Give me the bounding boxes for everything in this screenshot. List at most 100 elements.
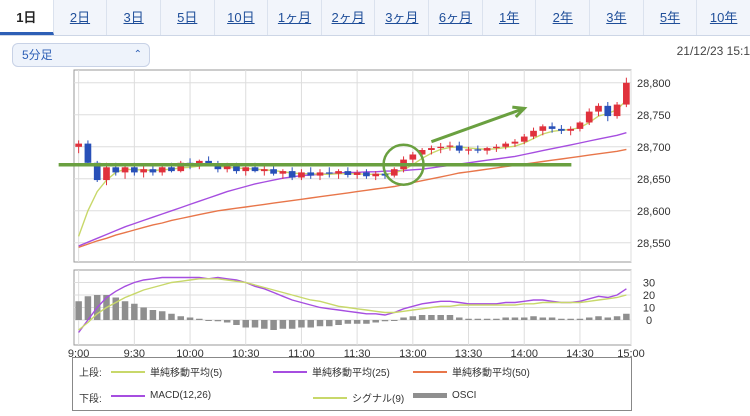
osci-bar: [344, 320, 352, 324]
osci-bar: [585, 317, 593, 320]
osci-bar: [335, 320, 342, 325]
tab-9[interactable]: 1年: [483, 0, 537, 35]
candle-body: [493, 146, 500, 149]
osci-bar: [279, 320, 287, 329]
osci-bar: [363, 320, 370, 324]
osci-bar: [196, 318, 203, 320]
tab-6[interactable]: 2ヶ月: [322, 0, 376, 35]
price-tick-label: 28,800: [637, 78, 671, 90]
macd-line: [78, 276, 627, 333]
osci-bar: [353, 320, 361, 324]
osci-bar: [604, 317, 612, 320]
osci-bar: [214, 320, 222, 322]
osci-bar: [465, 318, 472, 320]
candle-body: [233, 166, 240, 172]
osci-bar: [372, 320, 379, 323]
candle-body: [121, 167, 129, 173]
legend-item-signal: シグナル(9): [313, 390, 404, 405]
osci-bar: [502, 317, 509, 320]
tab-11[interactable]: 3年: [590, 0, 644, 35]
tab-10[interactable]: 2年: [536, 0, 591, 35]
osci-bar: [493, 318, 500, 320]
candle-body: [483, 148, 491, 151]
candle-body: [530, 130, 537, 137]
tab-8[interactable]: 6ヶ月: [429, 0, 483, 35]
osc-tick-label: 30: [643, 278, 655, 290]
tab-12[interactable]: 5年: [644, 0, 698, 35]
candle-body: [455, 145, 463, 151]
osci-bar: [623, 313, 630, 320]
osci-bar: [177, 316, 185, 320]
highlight-circle: [382, 143, 425, 186]
stock-chart: 9:00 9:30 10:00 10:30 11:00 11:30 13:00 13:30 14…: [58, 69, 671, 360]
osci-bar: [381, 320, 389, 322]
candle-body: [149, 169, 157, 173]
tab-13[interactable]: 10年: [709, 10, 738, 25]
chevron-updown-icon: ⌃: [133, 49, 142, 60]
candle-body: [428, 148, 435, 150]
candle-body: [84, 143, 92, 163]
osci-bar: [131, 303, 138, 320]
osci-bar: [75, 301, 82, 320]
period-tabs: 1日 2日 3日 5日 10日 1ヶ月 2ヶ月 3ヶ月 6ヶ月 1年 2年 3年 5年 10年: [0, 0, 750, 36]
tab-4[interactable]: 10日: [215, 0, 269, 35]
candle-body: [130, 167, 138, 173]
osci-bar: [261, 320, 268, 329]
candle-body: [437, 146, 445, 149]
legend-item-label: 単純移動平均(25): [312, 368, 390, 379]
tab-2[interactable]: 3日: [107, 0, 161, 35]
legend-item-label: OSCI: [452, 390, 477, 401]
osci-bar: [168, 313, 175, 320]
timestamp: 21/12/23 15:1: [676, 44, 750, 58]
candle-body: [539, 126, 547, 131]
legend-item-osci: OSCI: [413, 390, 476, 401]
osci-bar: [456, 317, 463, 320]
legend-item-label: 単純移動平均(50): [452, 368, 530, 379]
osci-bar: [520, 317, 528, 320]
interval-select[interactable]: 5分足 ⌃: [12, 43, 150, 67]
trend-arrow: [430, 106, 525, 144]
legend-item-sma50: 単純移動平均(50): [413, 364, 530, 379]
candle-body: [316, 172, 324, 176]
candle-body: [223, 166, 231, 170]
candle-body: [567, 128, 575, 131]
osci-bar: [446, 315, 454, 320]
osci-bar: [223, 320, 231, 323]
tab-5[interactable]: 1ヶ月: [268, 0, 322, 35]
candle-body: [363, 172, 370, 177]
osci-bar: [112, 297, 120, 320]
osci-bar: [186, 317, 194, 320]
price-tick-label: 28,750: [637, 110, 671, 122]
legend-item-sma25: 単純移動平均(25): [273, 364, 390, 379]
candle-body: [270, 169, 277, 174]
osci-bar: [400, 317, 407, 320]
osci-bar: [595, 316, 602, 320]
tab-3[interactable]: 5日: [161, 0, 215, 35]
osci-bar: [391, 320, 398, 321]
osci-bar: [158, 311, 166, 320]
candle-body: [298, 172, 305, 178]
osci-bar: [576, 318, 584, 320]
tab-7[interactable]: 3ヶ月: [375, 0, 430, 35]
candle-body: [390, 169, 398, 176]
candle-body: [168, 167, 175, 172]
trend-arrow-head: [512, 105, 528, 119]
candle-body: [548, 126, 556, 129]
tab-1[interactable]: 2日: [54, 0, 108, 35]
candle-body: [177, 162, 185, 172]
price-tick-label: 28,700: [637, 142, 671, 154]
candle-body: [502, 143, 510, 147]
osci-bar: [558, 318, 565, 320]
osci-bar: [121, 301, 129, 320]
candle-body: [140, 169, 147, 173]
candle-body: [103, 167, 110, 181]
osci-bar: [428, 315, 435, 320]
legend: 上段: 単純移動平均(5) 単純移動平均(25) 単純移動平均(50) 下段: …: [72, 357, 632, 411]
candle-body: [576, 122, 584, 129]
sma25-line: [78, 132, 627, 247]
candle-body: [613, 104, 621, 117]
tab-0[interactable]: 1日: [0, 0, 54, 35]
osci-bar: [567, 318, 574, 320]
legend-item-macd: MACD(12,26): [111, 390, 211, 401]
osc-tick-label: 20: [643, 290, 655, 302]
